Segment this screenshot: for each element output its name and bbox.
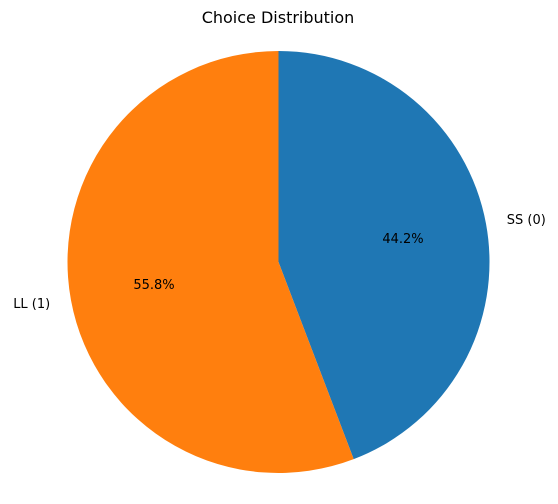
slice-label-0: SS (0): [507, 213, 546, 228]
pie-slices: [67, 51, 490, 473]
pie-labels: SS (0) 44.2% LL (1) 55.8%: [13, 213, 546, 312]
pie-slice-0: [278, 51, 490, 460]
percent-label-0: 44.2%: [382, 232, 423, 247]
slice-label-1: LL (1): [13, 297, 50, 312]
chart-title: Choice Distribution: [202, 8, 355, 27]
pie-slice-1: [67, 51, 354, 473]
percent-label-1: 55.8%: [133, 278, 174, 293]
